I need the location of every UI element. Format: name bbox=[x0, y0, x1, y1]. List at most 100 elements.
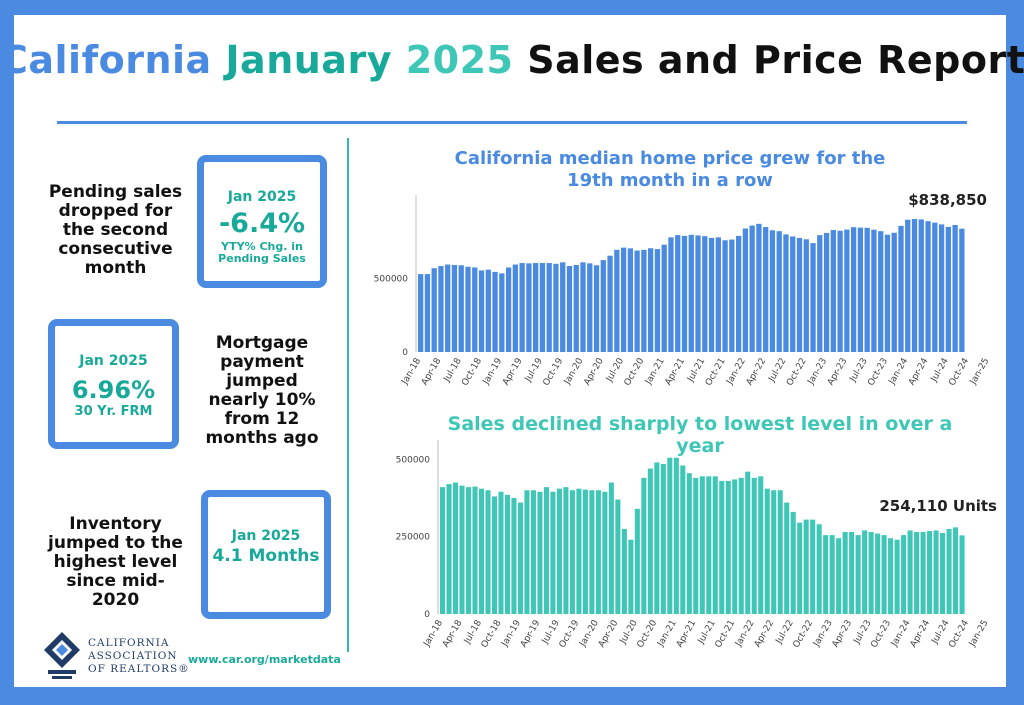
x-tick-label: Apr-20 bbox=[582, 356, 606, 387]
bar bbox=[790, 236, 796, 352]
bar bbox=[790, 511, 796, 614]
bar bbox=[620, 247, 627, 352]
bar bbox=[920, 532, 926, 614]
bar bbox=[816, 524, 822, 614]
bar bbox=[732, 479, 738, 614]
x-tick-label: Apr-18 bbox=[441, 618, 465, 649]
bar bbox=[797, 522, 803, 614]
x-tick-label: Apr-22 bbox=[745, 357, 769, 388]
bar bbox=[940, 532, 946, 614]
bar bbox=[693, 477, 699, 614]
bar bbox=[602, 491, 608, 614]
bar bbox=[708, 237, 715, 352]
bar bbox=[932, 222, 938, 352]
x-tick-label: Oct-18 bbox=[480, 618, 504, 649]
bar bbox=[539, 263, 546, 352]
bar bbox=[569, 490, 575, 614]
bar bbox=[842, 532, 848, 614]
bar bbox=[424, 274, 431, 352]
bar bbox=[478, 488, 485, 614]
x-tick-label: Apr-24 bbox=[909, 618, 933, 649]
bar bbox=[566, 266, 573, 352]
bar bbox=[712, 476, 718, 614]
column-divider bbox=[347, 138, 349, 652]
bar bbox=[927, 531, 933, 614]
bar bbox=[546, 263, 552, 352]
bar bbox=[621, 528, 627, 614]
bar bbox=[628, 539, 634, 614]
bar bbox=[857, 227, 864, 352]
inventory-value: 4.1 Months bbox=[212, 546, 320, 566]
market-data-link[interactable]: www.car.org/marketdata bbox=[188, 653, 341, 666]
bar bbox=[764, 488, 770, 614]
bar bbox=[688, 234, 694, 352]
bar bbox=[849, 532, 855, 614]
bar bbox=[498, 491, 504, 614]
bar bbox=[543, 487, 549, 614]
bar bbox=[472, 486, 478, 614]
bar bbox=[634, 250, 640, 352]
bar bbox=[491, 496, 498, 614]
mortgage-text: Mortgage payment jumped nearly 10% from … bbox=[205, 333, 319, 448]
bar bbox=[871, 229, 877, 352]
x-tick-label: Oct-19 bbox=[542, 356, 566, 387]
sales-chart: 0250000500000Jan-18Apr-18Jul-18Oct-18Jan… bbox=[396, 440, 997, 650]
bar bbox=[533, 263, 539, 352]
bar bbox=[911, 218, 918, 352]
x-tick-label: Apr-23 bbox=[826, 357, 850, 388]
bar bbox=[864, 227, 870, 352]
bar bbox=[715, 237, 721, 352]
bar bbox=[868, 532, 874, 614]
price-chart-title: California median home price grew for th… bbox=[454, 148, 886, 191]
bar bbox=[829, 535, 835, 614]
inventory-text: Inventory jumped to the highest level si… bbox=[48, 514, 183, 610]
bar bbox=[582, 489, 588, 614]
mortgage-card: Jan 2025 6.96% 30 Yr. FRM bbox=[48, 319, 179, 449]
bar bbox=[878, 231, 884, 352]
org-line-3: OF REALTORS® bbox=[88, 663, 190, 675]
bar bbox=[758, 476, 764, 614]
bar bbox=[673, 457, 679, 614]
sales-chart-title: Sales declined sharply to lowest level i… bbox=[447, 413, 953, 457]
bar bbox=[524, 490, 530, 614]
bar bbox=[777, 490, 783, 614]
mortgage-sub: 30 Yr. FRM bbox=[74, 404, 153, 419]
bar bbox=[451, 264, 458, 352]
x-tick-label: Jul-22 bbox=[767, 357, 789, 385]
bar bbox=[803, 239, 809, 352]
bar bbox=[756, 223, 762, 352]
x-tick-label: Jan-25 bbox=[967, 619, 990, 650]
bar bbox=[810, 519, 816, 614]
bar bbox=[431, 268, 437, 352]
bar bbox=[563, 487, 569, 614]
bar bbox=[654, 462, 660, 614]
title-month: January bbox=[225, 38, 392, 82]
bar bbox=[465, 266, 471, 352]
bar bbox=[452, 482, 459, 614]
bar bbox=[905, 219, 911, 352]
bar bbox=[803, 519, 809, 614]
bar bbox=[695, 235, 701, 352]
x-tick-label: Apr-22 bbox=[753, 619, 777, 650]
title-rest: Sales and Price Report bbox=[527, 38, 1024, 82]
bar bbox=[810, 243, 816, 352]
realtors-logo-icon bbox=[44, 632, 80, 679]
bar bbox=[512, 264, 518, 352]
bar bbox=[445, 264, 451, 352]
mortgage-date: Jan 2025 bbox=[79, 353, 148, 369]
bar bbox=[784, 502, 790, 614]
title-state: California bbox=[0, 38, 212, 82]
bar bbox=[530, 490, 536, 614]
bar bbox=[898, 225, 904, 352]
bar bbox=[884, 234, 891, 352]
bar bbox=[647, 468, 653, 614]
inventory-card: Jan 2025 4.1 Months bbox=[201, 490, 331, 619]
bar bbox=[738, 477, 744, 614]
bar bbox=[742, 228, 749, 352]
bar bbox=[478, 270, 485, 352]
bar bbox=[627, 248, 634, 352]
x-tick-label: Apr-21 bbox=[664, 357, 688, 388]
y-tick-label: 500000 bbox=[374, 275, 409, 285]
bar bbox=[850, 227, 857, 352]
bar bbox=[783, 234, 789, 352]
